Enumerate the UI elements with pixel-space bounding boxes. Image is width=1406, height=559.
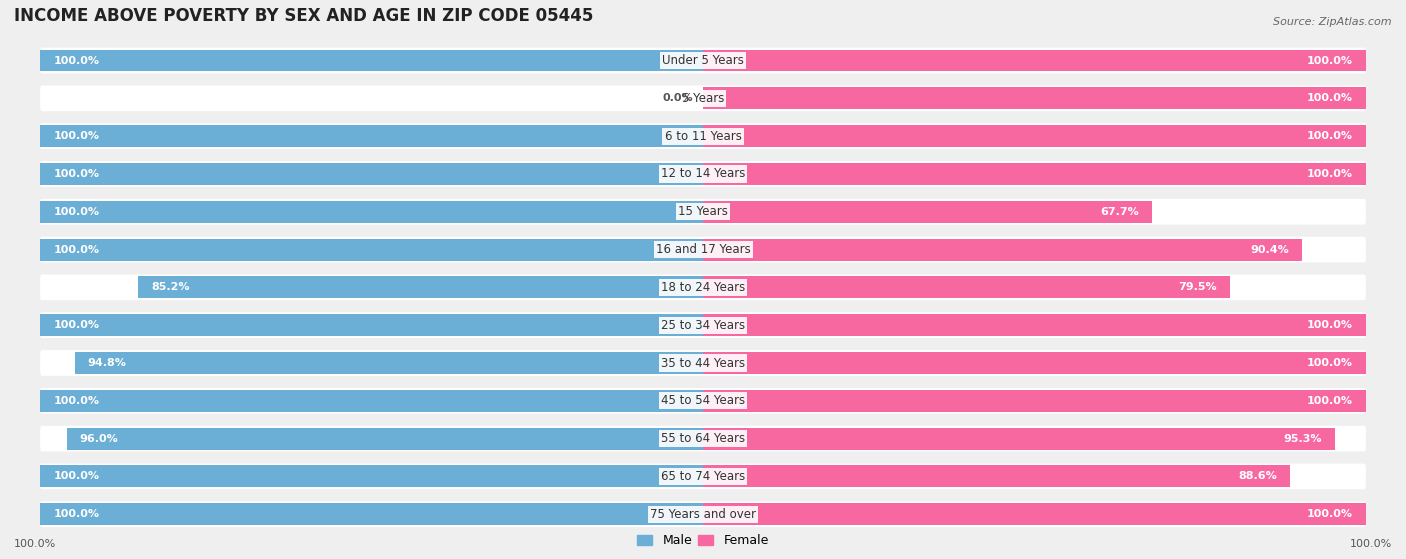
Bar [41,503,703,525]
Bar [41,390,703,412]
Bar [703,276,1230,299]
Text: Source: ZipAtlas.com: Source: ZipAtlas.com [1274,17,1392,27]
Bar [703,466,1291,487]
Text: 96.0%: 96.0% [80,434,118,444]
FancyBboxPatch shape [41,426,1365,452]
Text: 100.0%: 100.0% [1306,169,1353,179]
Bar [41,50,703,72]
Text: 100.0%: 100.0% [53,509,100,519]
FancyBboxPatch shape [41,274,1365,300]
Text: 88.6%: 88.6% [1239,471,1277,481]
FancyBboxPatch shape [41,161,1365,187]
Text: 100.0%: 100.0% [1306,358,1353,368]
Text: 85.2%: 85.2% [152,282,190,292]
Text: INCOME ABOVE POVERTY BY SEX AND AGE IN ZIP CODE 05445: INCOME ABOVE POVERTY BY SEX AND AGE IN Z… [14,7,593,25]
Text: 100.0%: 100.0% [53,471,100,481]
Bar [703,125,1365,147]
Bar [41,239,703,260]
Bar [703,503,1365,525]
Bar [703,428,1334,449]
Text: 100.0%: 100.0% [53,207,100,217]
Text: 100.0%: 100.0% [1306,131,1353,141]
Bar [703,352,1365,374]
FancyBboxPatch shape [41,48,1365,73]
Text: 100.0%: 100.0% [53,245,100,254]
Text: 12 to 14 Years: 12 to 14 Years [661,168,745,181]
FancyBboxPatch shape [41,236,1365,262]
Text: 65 to 74 Years: 65 to 74 Years [661,470,745,483]
Bar [703,87,1365,110]
Text: 15 Years: 15 Years [678,205,728,218]
Text: 100.0%: 100.0% [1306,93,1353,103]
Bar [703,390,1365,412]
FancyBboxPatch shape [41,312,1365,338]
Text: 100.0%: 100.0% [53,55,100,65]
Text: 100.0%: 100.0% [1306,320,1353,330]
Text: 90.4%: 90.4% [1250,245,1289,254]
FancyBboxPatch shape [41,350,1365,376]
Bar [41,163,703,185]
Text: 5 Years: 5 Years [682,92,724,105]
Text: 100.0%: 100.0% [53,169,100,179]
Text: 75 Years and over: 75 Years and over [650,508,756,521]
Text: 94.8%: 94.8% [87,358,127,368]
Text: 45 to 54 Years: 45 to 54 Years [661,394,745,408]
Text: 35 to 44 Years: 35 to 44 Years [661,357,745,369]
Bar [703,50,1365,72]
Text: 67.7%: 67.7% [1099,207,1139,217]
Bar [41,125,703,147]
Text: Under 5 Years: Under 5 Years [662,54,744,67]
Text: 100.0%: 100.0% [1306,509,1353,519]
Text: 100.0%: 100.0% [53,320,100,330]
Bar [703,163,1365,185]
FancyBboxPatch shape [41,501,1365,527]
Text: 100.0%: 100.0% [1350,539,1392,549]
Text: 100.0%: 100.0% [53,396,100,406]
FancyBboxPatch shape [41,86,1365,111]
FancyBboxPatch shape [41,463,1365,489]
FancyBboxPatch shape [41,124,1365,149]
Text: 100.0%: 100.0% [1306,396,1353,406]
Text: 6 to 11 Years: 6 to 11 Years [665,130,741,143]
Bar [703,314,1365,336]
Bar [41,314,703,336]
Text: 16 and 17 Years: 16 and 17 Years [655,243,751,256]
Bar [703,201,1152,222]
Text: 18 to 24 Years: 18 to 24 Years [661,281,745,294]
Bar [41,466,703,487]
Bar [41,201,703,222]
FancyBboxPatch shape [41,199,1365,225]
Bar [703,239,1302,260]
Text: 79.5%: 79.5% [1178,282,1216,292]
Text: 0.0%: 0.0% [662,93,693,103]
Bar [75,352,703,374]
Text: 100.0%: 100.0% [14,539,56,549]
FancyBboxPatch shape [41,388,1365,414]
Text: 25 to 34 Years: 25 to 34 Years [661,319,745,331]
Text: 100.0%: 100.0% [53,131,100,141]
Text: 55 to 64 Years: 55 to 64 Years [661,432,745,445]
Bar [66,428,703,449]
Bar [138,276,703,299]
Text: 95.3%: 95.3% [1284,434,1322,444]
Legend: Male, Female: Male, Female [637,534,769,547]
Text: 100.0%: 100.0% [1306,55,1353,65]
